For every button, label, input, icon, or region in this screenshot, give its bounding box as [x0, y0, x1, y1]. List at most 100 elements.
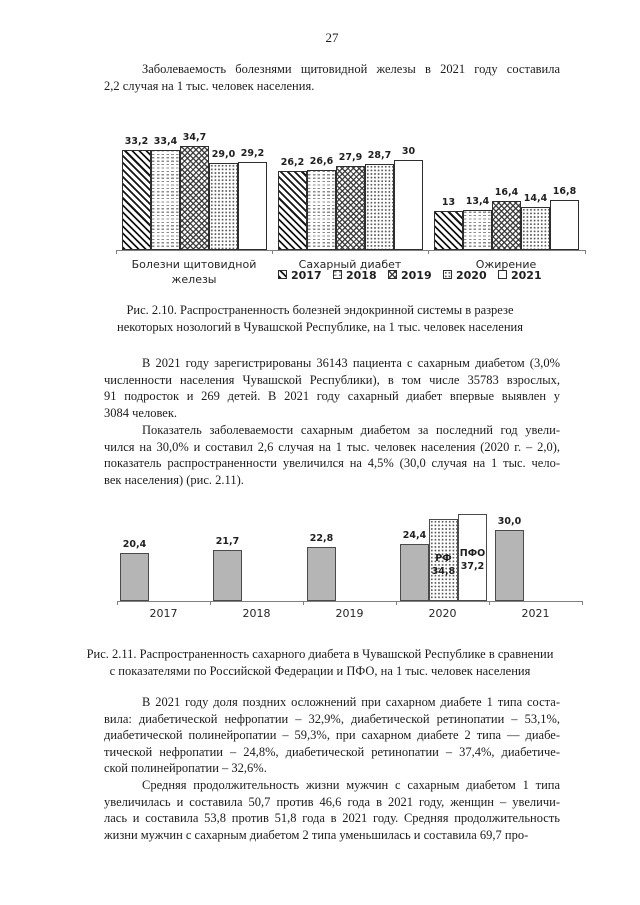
bar-2019	[307, 547, 336, 601]
text-line: В 2021 году зарегистрированы 36143 пацие…	[142, 356, 560, 370]
page-number: 27	[325, 30, 339, 45]
bar-value-label: 29,2	[240, 148, 265, 159]
bar-2018-group1	[307, 170, 336, 250]
comparison-bar-label: ПФО 37,2	[458, 547, 487, 573]
bar-value-label: 21,7	[215, 536, 240, 547]
text-line: 3084 человек.	[104, 405, 178, 420]
legend-item-2018: 2018	[333, 269, 383, 282]
category-label: Болезни щитовидной железы	[131, 258, 257, 286]
text-line: чился на 30,0% и составил 2,6 случая на …	[104, 439, 560, 454]
paragraph-diabetes-incidence: Показатель заболеваемости сахарным диабе…	[104, 422, 560, 488]
figure-2-11-caption: Рис. 2.11. Распространенность сахарного …	[0, 646, 640, 680]
x-axis-line	[117, 601, 582, 602]
legend-label: 2020	[456, 269, 487, 282]
category-label: Сахарный диабет	[298, 258, 402, 271]
legend-label: 2017	[291, 269, 322, 282]
bar-value-label: 13	[441, 197, 456, 208]
caption-line: с показателями по Российской Федерации и…	[109, 664, 531, 678]
text-line: 34,8	[431, 566, 456, 577]
text-line: 2,2 случая на 1 тыс. человек населения.	[104, 78, 315, 93]
legend-swatch	[278, 270, 287, 279]
legend-item-2017: 2017	[278, 269, 328, 282]
text-line: численности населения Чувашской Республи…	[104, 372, 560, 387]
bar-value-label: 16,8	[552, 186, 577, 197]
text-line: Показатель заболеваемости сахарным диабе…	[142, 423, 560, 437]
bar-2020-group0	[209, 163, 238, 250]
bar-2018-group2	[463, 210, 492, 250]
bar-2017	[120, 553, 149, 601]
caption-line: Рис. 2.11. Распространенность сахарного …	[86, 647, 554, 661]
axis-tick	[489, 601, 490, 605]
text-line: вила: диабетической нефропатии – 32,9%, …	[104, 711, 560, 726]
legend-label: 2019	[401, 269, 432, 282]
text-line: Средняя продолжительность жизни мужчин с…	[142, 778, 560, 792]
bar-value-label: 16,4	[494, 187, 519, 198]
bar-2018	[213, 550, 242, 601]
figure-2-10-caption: Рис. 2.10. Распространенность болезней э…	[0, 302, 640, 336]
bar-2021-group0	[238, 162, 267, 250]
legend-label: 2018	[346, 269, 377, 282]
bar-pfo-2020	[458, 514, 487, 601]
text-line: показатель распространенности увеличился…	[104, 456, 560, 471]
bar-2021	[495, 530, 524, 601]
x-axis-label: 2020	[428, 607, 457, 620]
text-line: ПФО	[459, 548, 486, 559]
text-line: лась и составила 53,8 против 51,8 года в…	[104, 811, 560, 826]
bar-value-label: 33,4	[153, 136, 178, 147]
axis-tick	[272, 250, 273, 254]
bar-value-label: 27,9	[338, 152, 363, 163]
x-axis-label: 2017	[149, 607, 178, 620]
x-axis-label: 2018	[242, 607, 271, 620]
axis-tick	[585, 250, 586, 254]
x-axis-line	[116, 250, 585, 251]
bar-value-label: 28,7	[367, 150, 392, 161]
paragraph-late-complications: В 2021 году доля поздних осложнений при …	[104, 694, 560, 777]
category-label: Ожирение	[475, 258, 537, 271]
axis-tick	[117, 601, 118, 605]
caption-line: некоторых нозологий в Чувашской Республи…	[117, 320, 523, 334]
axis-tick	[428, 250, 429, 254]
text-line: РФ	[435, 553, 452, 564]
bar-value-label: 14,4	[523, 193, 548, 204]
text-line: 37,2	[460, 561, 485, 572]
caption-line: Рис. 2.10. Распространенность болезней э…	[126, 303, 514, 317]
axis-tick	[303, 601, 304, 605]
legend-item-2021: 2021	[498, 269, 548, 282]
text-line: В 2021 году доля поздних осложнений при …	[142, 695, 560, 709]
legend-swatch	[498, 270, 507, 279]
legend-item-2020: 2020	[443, 269, 493, 282]
bar-2020-group1	[365, 164, 394, 250]
legend-item-2019: 2019	[388, 269, 438, 282]
text-line: жизни мужчин с сахарным диабетом 2 типа …	[104, 827, 529, 842]
bar-2017-group1	[278, 171, 307, 250]
legend-swatch	[333, 270, 342, 279]
bar-2021-group1	[394, 160, 423, 250]
text-line: тической нефропатии – 24,8%, диабетическ…	[104, 744, 560, 759]
bar-2018-group0	[151, 150, 180, 250]
x-axis-label: 2021	[521, 607, 550, 620]
paragraph-life-expectancy: Средняя продолжительность жизни мужчин с…	[104, 777, 560, 843]
bar-2019-group0	[180, 146, 209, 250]
bar-value-label: 34,7	[182, 132, 207, 143]
bar-2021-group2	[550, 200, 579, 250]
text-line: 91 подросток и 269 детей. В 2021 году са…	[104, 389, 560, 404]
bar-value-label: 30	[401, 146, 416, 157]
axis-tick	[210, 601, 211, 605]
paragraph-diabetes-registered: В 2021 году зарегистрированы 36143 пацие…	[104, 355, 560, 421]
bar-value-label: 13,4	[465, 196, 490, 207]
text-line: ской полинейропатии – 32,6%.	[104, 761, 267, 776]
legend-swatch	[388, 270, 397, 279]
bar-2020	[400, 544, 429, 601]
bar-value-label: 22,8	[309, 533, 334, 544]
axis-tick	[582, 601, 583, 605]
bar-2019-group2	[492, 201, 521, 250]
bar-rf-2020	[429, 519, 458, 601]
axis-tick	[116, 250, 117, 254]
axis-tick	[396, 601, 397, 605]
bar-2020-group2	[521, 207, 550, 250]
bar-value-label: 26,6	[309, 156, 334, 167]
text-line: век населения) (рис. 2.11).	[104, 472, 244, 487]
x-axis-label: 2019	[335, 607, 364, 620]
bar-value-label: 26,2	[280, 157, 305, 168]
